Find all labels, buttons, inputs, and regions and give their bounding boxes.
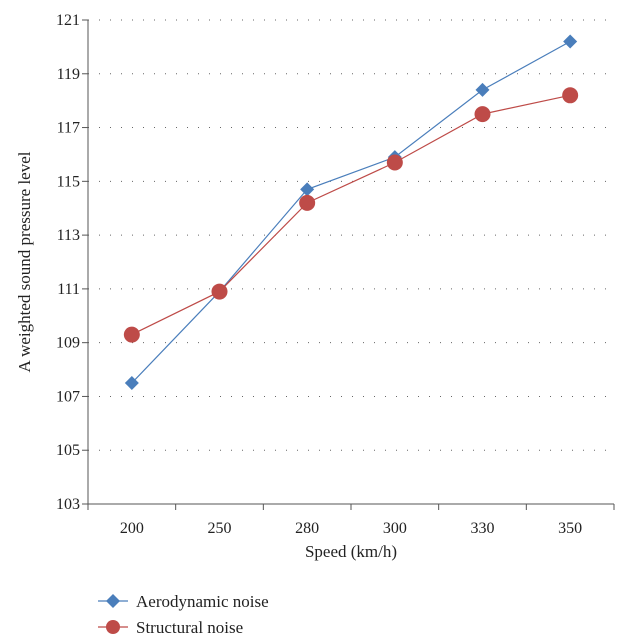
y-tick-label: 111 [57,281,80,298]
x-axis-title: Speed (km/h) [305,542,397,561]
y-tick-label: 113 [57,227,80,244]
series-line-aerodynamic [131,40,571,384]
x-tick-label: 200 [120,520,144,537]
y-tick-label: 109 [56,335,80,352]
data-point-structural [123,326,140,343]
data-point-structural [211,283,228,300]
y-tick-label: 103 [56,496,80,513]
data-point-structural [386,154,403,171]
data-point-structural [562,87,579,104]
legend: Aerodynamic noise Structural noise [98,592,269,637]
data-point-structural [299,194,316,211]
data-point-aerodynamic [475,82,490,97]
legend-diamond-marker-icon [106,594,120,608]
y-tick-label: 121 [56,12,80,29]
y-axis-title: A weighted sound pressure level [15,151,34,372]
data-point-aerodynamic [124,376,139,390]
x-ticks: 200 250 280 300 330 350 [87,504,615,537]
data-point-aerodynamic [563,34,578,49]
legend-circle-marker-icon [106,620,120,634]
x-tick-label: 250 [208,520,232,537]
y-tick-label: 117 [57,120,80,137]
y-tick-label: 119 [57,66,80,83]
legend-item-aerodynamic: Aerodynamic noise [98,592,269,611]
legend-item-structural: Structural noise [98,618,243,637]
x-tick-label: 300 [383,520,407,537]
y-ticks: 103 105 107 109 111 113 115 117 119 121 [56,12,88,513]
x-tick-label: 280 [295,520,319,537]
legend-label-structural: Structural noise [136,618,243,637]
x-tick-label: 350 [558,520,582,537]
y-tick-label: 107 [56,388,80,405]
gridlines [88,19,614,451]
axes [87,20,614,505]
data-point-structural [474,106,491,123]
series-line-structural [131,94,571,336]
y-tick-label: 115 [57,173,80,190]
x-tick-label: 330 [471,520,495,537]
series-layer [123,34,579,390]
y-tick-label: 105 [56,442,80,459]
data-point-aerodynamic [300,182,315,197]
legend-label-aerodynamic: Aerodynamic noise [136,592,269,611]
